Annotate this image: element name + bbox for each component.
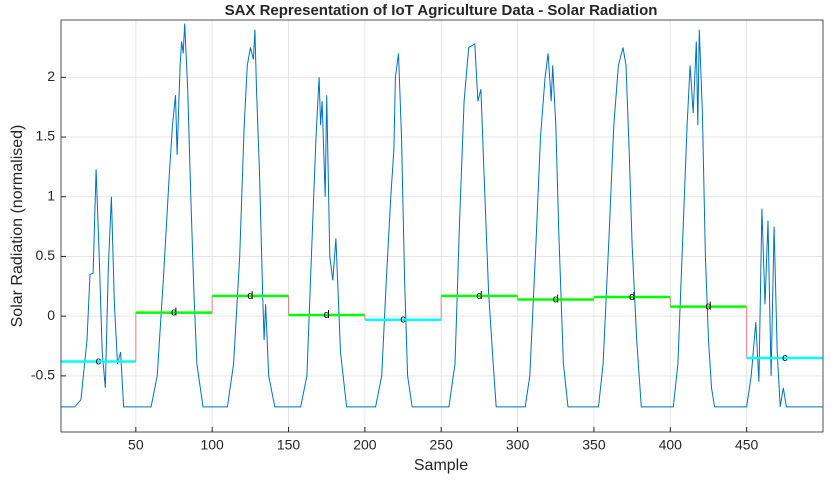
y-tick-label: 1.5 — [36, 128, 56, 144]
sax-symbol: d — [705, 301, 711, 313]
sax-symbol: d — [247, 290, 253, 302]
x-tick-label: 250 — [430, 437, 454, 453]
y-tick-label: 0 — [47, 307, 55, 323]
x-tick-label: 100 — [200, 437, 224, 453]
x-tick-label: 400 — [659, 437, 683, 453]
x-tick-label: 200 — [353, 437, 377, 453]
x-tick-label: 150 — [277, 437, 301, 453]
x-tick-label: 450 — [735, 437, 759, 453]
sax-symbol: c — [96, 355, 102, 367]
plot-frame — [60, 19, 824, 433]
x-axis-label: Sample — [414, 457, 468, 474]
x-tick-label: 350 — [582, 437, 606, 453]
x-tick-label: 300 — [506, 437, 530, 453]
y-tick-label: 0.5 — [36, 247, 56, 263]
sax-symbol: d — [171, 306, 177, 318]
y-tick-label: 1 — [47, 187, 55, 203]
sax-symbol: d — [324, 309, 330, 321]
signal-line — [61, 23, 823, 408]
sax-symbol: d — [476, 290, 482, 302]
sax-symbol: c — [782, 352, 788, 364]
y-axis-label: Solar Radiation (normalised) — [9, 125, 26, 328]
sax-symbol: c — [400, 314, 406, 326]
y-tick-label: -0.5 — [31, 367, 55, 383]
chart-title: SAX Representation of IoT Agriculture Da… — [225, 2, 658, 19]
y-tick-label: 2 — [47, 68, 55, 84]
x-tick-label: 50 — [128, 437, 144, 453]
sax-symbol: d — [553, 293, 559, 305]
sax-symbol: d — [629, 291, 635, 303]
